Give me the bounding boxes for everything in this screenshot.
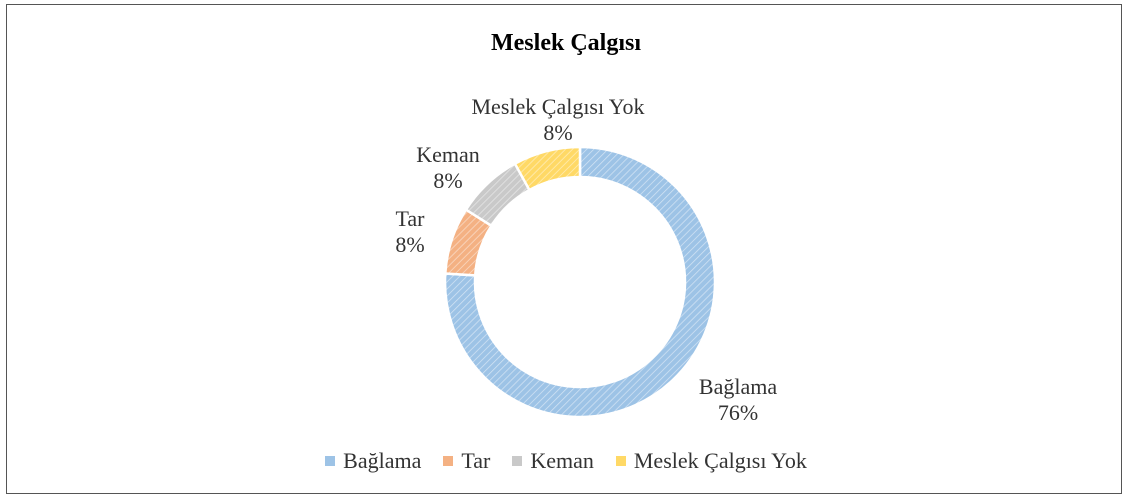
data-label-value: 8% — [433, 168, 463, 193]
legend-swatch — [615, 456, 626, 466]
legend-label: Meslek Çalgısı Yok — [633, 448, 807, 473]
legend-item: Keman — [512, 448, 594, 474]
legend-label: Tar — [461, 448, 491, 473]
data-label-category: Tar — [395, 206, 425, 231]
frame — [6, 4, 1122, 494]
legend-swatch — [443, 456, 454, 466]
donut-segment — [443, 145, 717, 419]
legend-item: Tar — [443, 448, 490, 474]
chart-title: Meslek Çalgısı — [491, 30, 641, 56]
legend-label: Bağlama — [343, 448, 422, 473]
data-label: Tar 8% — [370, 206, 450, 258]
data-label: Bağlama 76% — [678, 374, 798, 426]
legend-label: Keman — [530, 448, 594, 473]
legend-swatch — [512, 456, 523, 466]
legend-item: Meslek Çalgısı Yok — [615, 448, 807, 474]
legend: Bağlama Tar Keman Meslek Çalgısı Yok — [0, 448, 1132, 474]
data-label-value: 8% — [543, 120, 573, 145]
data-label-value: 8% — [395, 232, 425, 257]
data-label-category: Meslek Çalgısı Yok — [471, 94, 645, 119]
data-label-category: Keman — [416, 142, 480, 167]
data-label: Keman 8% — [403, 142, 493, 194]
data-label-value: 76% — [717, 400, 759, 425]
data-label: Meslek Çalgısı Yok 8% — [468, 94, 648, 146]
legend-item: Bağlama — [325, 448, 421, 474]
legend-swatch — [325, 456, 336, 466]
donut-segment — [513, 145, 582, 192]
data-label-category: Bağlama — [698, 374, 778, 399]
